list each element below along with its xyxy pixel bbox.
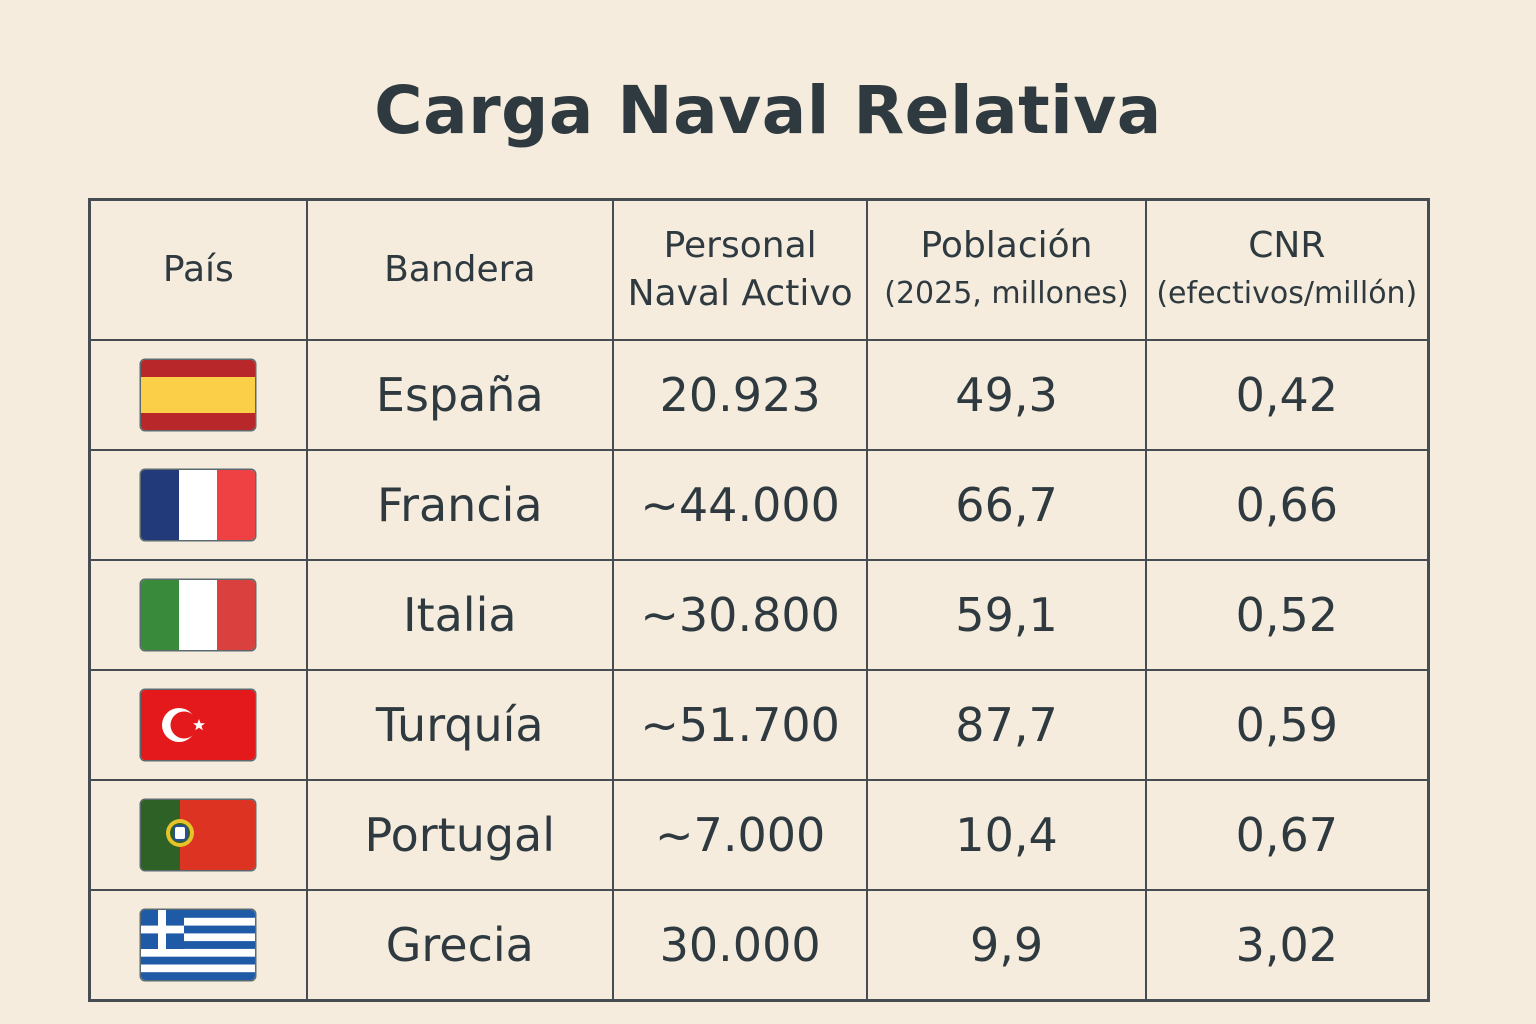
header-cnr-label: CNR <box>1248 225 1326 266</box>
header-bandera: Bandera <box>305 198 614 341</box>
personal-value: ~44.000 <box>611 449 869 561</box>
header-pais: País <box>88 198 308 341</box>
personal-value: ~7.000 <box>611 779 869 891</box>
cnr-value: 3,02 <box>1144 889 1430 1002</box>
flag-cell <box>88 669 308 781</box>
poblacion-value: 59,1 <box>866 559 1147 671</box>
country-name: Portugal <box>305 779 614 891</box>
country-name: Italia <box>305 559 614 671</box>
poblacion-value: 87,7 <box>866 669 1147 781</box>
country-name: Francia <box>305 449 614 561</box>
flag-cell <box>88 889 308 1002</box>
poblacion-value: 66,7 <box>866 449 1147 561</box>
italy-flag-icon <box>141 580 256 650</box>
country-name: Grecia <box>305 889 614 1002</box>
poblacion-value: 9,9 <box>866 889 1147 1002</box>
country-name: España <box>305 339 614 451</box>
header-poblacion: Población (2025, millones) <box>866 198 1147 341</box>
table-row: Francia ~44.000 66,7 0,66 <box>88 449 1430 561</box>
cnr-value: 0,42 <box>1144 339 1430 451</box>
page-title: Carga Naval Relativa <box>374 72 1162 149</box>
personal-value: 30.000 <box>611 889 869 1002</box>
flag-cell <box>88 449 308 561</box>
personal-value: 20.923 <box>611 339 869 451</box>
personal-value: ~51.700 <box>611 669 869 781</box>
cnr-value: 0,59 <box>1144 669 1430 781</box>
table-row: Grecia 30.000 9,9 3,02 <box>88 889 1430 1002</box>
portugal-flag-icon <box>141 800 256 870</box>
flag-cell <box>88 779 308 891</box>
country-name: Turquía <box>305 669 614 781</box>
poblacion-value: 49,3 <box>866 339 1147 451</box>
flag-cell <box>88 339 308 451</box>
greece-flag-icon <box>141 910 256 980</box>
header-personal-line1: Personal <box>663 225 817 266</box>
france-flag-icon <box>141 470 256 540</box>
header-personal: Personal Naval Activo <box>611 198 869 341</box>
header-poblacion-label: Población <box>920 225 1093 266</box>
cnr-value: 0,66 <box>1144 449 1430 561</box>
table-row: España 20.923 49,3 0,42 <box>88 339 1430 451</box>
spain-flag-icon <box>141 360 256 430</box>
table-row: Portugal ~7.000 10,4 0,67 <box>88 779 1430 891</box>
poblacion-value: 10,4 <box>866 779 1147 891</box>
cnr-value: 0,67 <box>1144 779 1430 891</box>
header-personal-line2: Naval Activo <box>627 273 853 314</box>
flag-cell <box>88 559 308 671</box>
cnr-value: 0,52 <box>1144 559 1430 671</box>
header-row: País Bandera Personal Naval Activo Poblac… <box>88 198 1430 341</box>
header-poblacion-sub: (2025, millones) <box>884 276 1129 311</box>
header-cnr-sub: (efectivos/millón) <box>1156 276 1418 311</box>
turkey-flag-icon <box>141 690 256 760</box>
header-cnr: CNR (efectivos/millón) <box>1144 198 1430 341</box>
naval-table: País Bandera Personal Naval Activo Poblac… <box>88 198 1430 1002</box>
table-row: Italia ~30.800 59,1 0,52 <box>88 559 1430 671</box>
personal-value: ~30.800 <box>611 559 869 671</box>
table-row: Turquía ~51.700 87,7 0,59 <box>88 669 1430 781</box>
